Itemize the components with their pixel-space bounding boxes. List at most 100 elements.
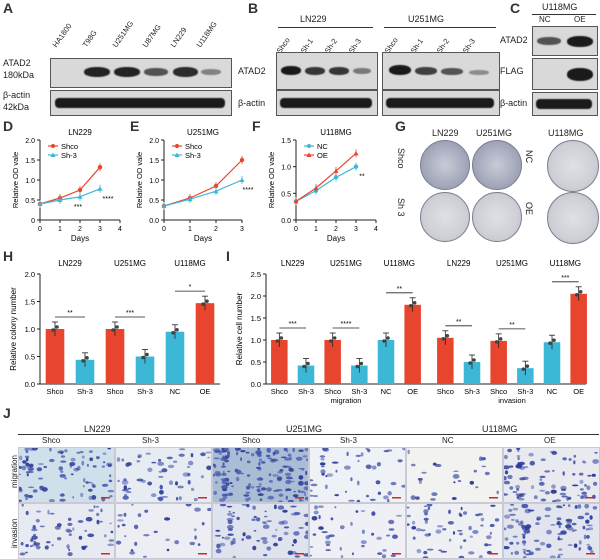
dot [85,356,89,360]
x-tick-label: Shco [46,387,63,396]
bar [297,365,315,384]
x-tick-label: OE [407,387,418,396]
lane-label: HA1800 [50,21,74,49]
data-point [97,165,103,170]
col-label: Sh-3 [142,436,159,445]
lane-label: U87MG [140,22,163,49]
y-axis-label: Relative OD vale [11,152,20,208]
data-point [77,187,83,193]
dot [359,361,364,366]
dot [175,327,179,332]
colony-dish [472,192,522,242]
x-axis-label: Days [327,234,345,243]
group-divider [18,434,224,435]
y-tick-label: 0.0 [149,218,159,225]
panel-label-i: I [226,248,230,264]
data-point [213,183,219,189]
group-divider [406,434,599,435]
series-line-nc [295,166,357,202]
chart-e-u251mg: U251MG 0.0 0.5 1.0 1.5 2.0 0 1 2 3 Days Relative OD… [135,128,254,243]
colony-dish [420,140,470,190]
invasion-image [309,503,406,559]
col-label: Shco [42,436,61,445]
dot [412,301,417,305]
panel-label-c: C [510,0,521,16]
dot [141,355,145,360]
col-label: OE [544,436,556,445]
group-label: U251MG [286,424,323,434]
dot [81,359,85,363]
data-point [353,150,359,156]
bar [351,365,368,384]
significance-label: ** [509,322,515,329]
panel-label-e: E [130,118,140,134]
dot [205,299,209,303]
blot-strip-actin-u251 [382,90,500,116]
dot [111,328,115,332]
bar [463,362,481,384]
chart-title: LN229 [68,128,92,137]
y-tick-label: 0.5 [281,191,291,198]
bar [570,293,587,384]
significance-label: **** [103,196,114,203]
blot-strip-actin [532,92,598,116]
data-point [187,196,193,202]
bar [517,368,534,384]
kda-label: 42kDa [3,102,30,112]
dot [328,339,333,343]
col-label: Sh-3 [340,436,357,445]
y-tick-label: 2.0 [25,270,35,279]
data-point [77,194,83,199]
y-tick-label: 2.0 [25,138,35,145]
dot [382,339,386,343]
group-label: LN229 [300,14,327,24]
x-tick-label: NC [381,387,392,396]
y-axis-label: Relative cell number [235,292,244,365]
y-tick-label: 1.5 [25,158,35,165]
y-tick-label: 1.5 [149,158,159,165]
blot-strip-atad2-ln229 [276,52,378,90]
significance-label: ** [456,319,462,326]
dot [468,361,472,365]
dot [302,364,306,369]
series-line-shco [39,166,101,205]
col-label: LN229 [432,128,459,138]
chart-i-cell-number: 0.0 0.5 1.0 1.5 2.0 2.5 Relative cell number Sh… [235,259,587,405]
colony-dish [547,140,599,192]
lane-label: OE [574,15,586,24]
chart-f-u118mg: U118MG 0.0 0.5 1.0 1.5 0 1 2 3 4 Days Relative OD v… [267,128,378,243]
dot [548,341,552,345]
blot-row-label: ATAD2 [238,66,266,76]
x-tick-label: 3 [98,226,102,233]
x-tick-label: Shco [437,387,454,396]
invasion-image [115,503,212,559]
group-label: LN229 [447,259,471,268]
blot-strip-flag [532,58,598,90]
row-label: Shco [396,148,406,169]
x-tick-label: Sh-3 [517,387,533,396]
lane-label: U251MG [110,19,136,49]
group-label: U118MG [482,424,518,434]
y-tick-label: 1.0 [281,165,291,172]
bar [404,304,421,384]
legend-marker [307,144,311,148]
x-tick-label: 2 [334,226,338,233]
data-point [239,157,245,163]
invasion-image [18,503,115,559]
bar [75,359,95,384]
kda-label: 180kDa [3,70,35,80]
lane-label: LN229 [168,25,189,49]
legend-label: Sh-3 [185,151,201,160]
y-tick-label: 0.5 [25,353,35,362]
data-point [97,186,103,191]
legend-marker [51,144,55,148]
row-label: OE [524,202,534,216]
dot [332,336,337,340]
blot-row-label: FLAG [500,66,524,76]
y-tick-label: 1.0 [25,178,35,185]
x-axis-label: Days [71,234,89,243]
bar [271,340,288,384]
legend-label: Shco [185,142,202,151]
x-tick-label: 1 [314,226,318,233]
data-point [333,168,339,173]
